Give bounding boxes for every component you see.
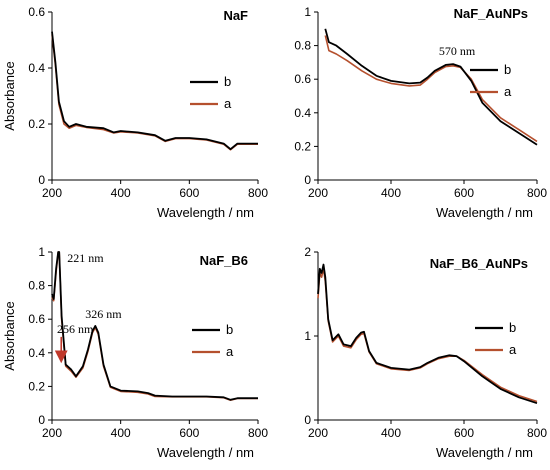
chart-panel-4: 200 400 600 800 0 1 2 Wavelength / nm NaF_B6_AuN… [304, 245, 547, 460]
y-tick-label: 0.8 [28, 279, 45, 293]
y-tick-label: 0 [304, 173, 311, 187]
x-tick-label: 600 [454, 186, 474, 200]
y-tick-label: 0 [38, 413, 45, 427]
chart-title: NaF_B6 [200, 253, 248, 268]
peak-annotation: 570 nm [439, 44, 476, 58]
legend-label-b: b [509, 320, 516, 335]
y-tick-label: 0.2 [28, 117, 45, 131]
x-tick-label: 400 [111, 186, 131, 200]
legend-label-b: b [226, 322, 233, 337]
y-tick-label: 0.6 [28, 5, 45, 19]
y-tick-label: 1 [38, 245, 45, 259]
legend-label-a: a [224, 96, 232, 111]
y-axis-label: Absorbance [2, 301, 17, 370]
peak-annotation: 326 nm [85, 307, 122, 321]
series-line-b [324, 28, 538, 146]
x-axis-label: Wavelength / nm [436, 445, 533, 460]
y-tick-label: 1 [304, 5, 311, 19]
y-tick-label: 0.8 [294, 39, 311, 53]
legend-label-a: a [226, 344, 234, 359]
y-tick-label: 0.2 [294, 139, 311, 153]
y-axis-label: Absorbance [2, 61, 17, 130]
y-tick-label: 0.4 [28, 346, 45, 360]
legend-label-a: a [504, 84, 512, 99]
x-tick-label: 200 [42, 186, 62, 200]
x-tick-label: 800 [527, 186, 547, 200]
y-tick-label: 2 [304, 245, 311, 259]
series-line-b [317, 263, 538, 405]
x-tick-label: 400 [381, 186, 401, 200]
peak-annotation: 256 nm [57, 322, 94, 336]
y-tick-label: 0.2 [28, 379, 45, 393]
chart-title: NaF [223, 8, 248, 23]
chart-panel-2: 200 400 600 800 0 0.2 0.4 0.6 0.8 1 Wavelength / n… [294, 5, 547, 220]
x-axis-label: Wavelength / nm [436, 205, 533, 220]
chart-panel-1: 200 400 600 800 0 0.2 0.4 0.6 Wavelength / nm Abs… [2, 5, 268, 220]
y-tick-label: 0 [38, 173, 45, 187]
x-tick-label: 800 [248, 186, 268, 200]
series-line-b [51, 251, 258, 401]
x-tick-label: 400 [381, 426, 401, 440]
chart-panel-3: 200 400 600 800 0 0.2 0.4 0.6 0.8 1 Wavelength / n… [2, 245, 268, 460]
series-line-a [324, 35, 538, 143]
legend-label-b: b [224, 74, 231, 89]
y-tick-label: 0.6 [294, 72, 311, 86]
peak-annotation: 221 nm [67, 251, 104, 265]
y-tick-label: 0 [304, 413, 311, 427]
y-tick-label: 1 [304, 329, 311, 343]
chart-title: NaF_AuNPs [454, 6, 528, 21]
x-tick-label: 200 [308, 426, 328, 440]
x-tick-label: 600 [454, 426, 474, 440]
chart-title: NaF_B6_AuNPs [430, 256, 528, 271]
series-line-b [51, 31, 258, 151]
x-tick-label: 800 [248, 426, 268, 440]
legend-label-b: b [504, 62, 511, 77]
x-tick-label: 800 [527, 426, 547, 440]
x-axis-label: Wavelength / nm [157, 445, 254, 460]
series-line-a [51, 34, 258, 151]
x-tick-label: 600 [179, 426, 199, 440]
x-tick-label: 400 [111, 426, 131, 440]
y-tick-label: 0.4 [294, 106, 311, 120]
y-tick-label: 0.6 [28, 312, 45, 326]
legend-label-a: a [509, 342, 517, 357]
series-line-a [317, 268, 538, 403]
x-tick-label: 200 [308, 186, 328, 200]
x-tick-label: 600 [179, 186, 199, 200]
x-tick-label: 200 [42, 426, 62, 440]
y-tick-label: 0.4 [28, 61, 45, 75]
x-axis-label: Wavelength / nm [157, 205, 254, 220]
